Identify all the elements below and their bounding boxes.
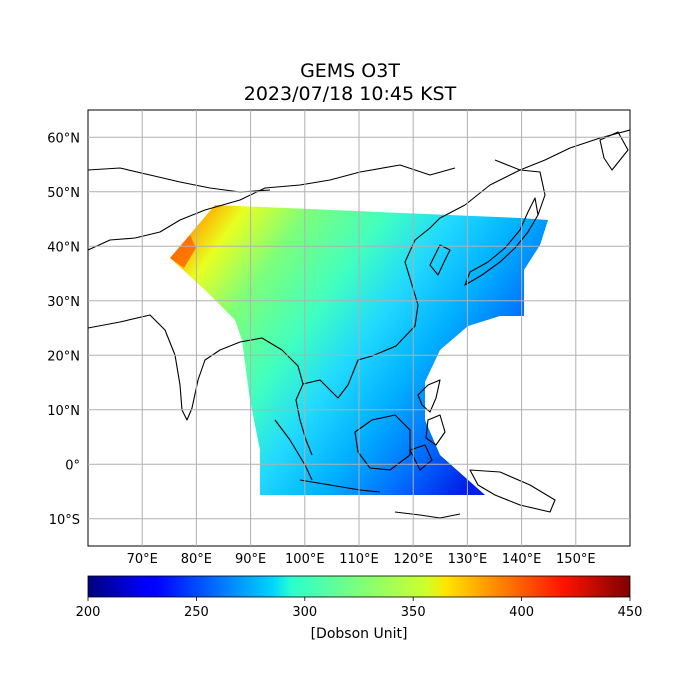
longitude-label: 90°E bbox=[235, 552, 266, 567]
map-subtitle: 2023/07/18 10:45 KST bbox=[243, 83, 457, 105]
longitude-label: 110°E bbox=[339, 552, 379, 567]
coastlines bbox=[88, 129, 630, 519]
colorbar-tick-label: 300 bbox=[292, 605, 317, 620]
map-title: GEMS O3T bbox=[300, 60, 400, 82]
latitude-label: 10°N bbox=[47, 404, 80, 419]
latitude-label: 20°N bbox=[47, 349, 80, 364]
colorbar-label: [Dobson Unit] bbox=[311, 626, 408, 642]
colorbar-tick-label: 200 bbox=[76, 605, 101, 620]
longitude-label: 130°E bbox=[448, 552, 488, 567]
latitude-label: 40°N bbox=[47, 240, 80, 255]
colorbar-tick-label: 400 bbox=[509, 605, 534, 620]
latitude-labels: 60°N 50°N 40°N 30°N 20°N 10°N 0° 10°S bbox=[47, 131, 80, 528]
colorbar-tick-label: 350 bbox=[401, 605, 426, 620]
longitude-label: 70°E bbox=[127, 552, 158, 567]
gridlines bbox=[88, 110, 630, 546]
longitude-label: 80°E bbox=[181, 552, 212, 567]
latitude-label: 60°N bbox=[47, 131, 80, 146]
longitude-label: 100°E bbox=[285, 552, 325, 567]
longitude-labels: 70°E 80°E 90°E 100°E 110°E 120°E 130°E 140°E 150… bbox=[127, 552, 596, 567]
longitude-label: 150°E bbox=[556, 552, 596, 567]
colorbar-tick-label: 250 bbox=[184, 605, 209, 620]
latitude-label: 10°S bbox=[49, 513, 80, 528]
colorbar bbox=[87, 575, 631, 598]
colorbar-ticks: 200 250 300 350 400 450 bbox=[76, 597, 643, 620]
high-ozone-region bbox=[170, 235, 196, 268]
latitude-label: 50°N bbox=[47, 186, 80, 201]
latitude-label: 0° bbox=[65, 458, 80, 473]
latitude-label: 30°N bbox=[47, 295, 80, 310]
colorbar-tick-label: 450 bbox=[618, 605, 643, 620]
longitude-label: 120°E bbox=[393, 552, 433, 567]
longitude-label: 140°E bbox=[502, 552, 542, 567]
